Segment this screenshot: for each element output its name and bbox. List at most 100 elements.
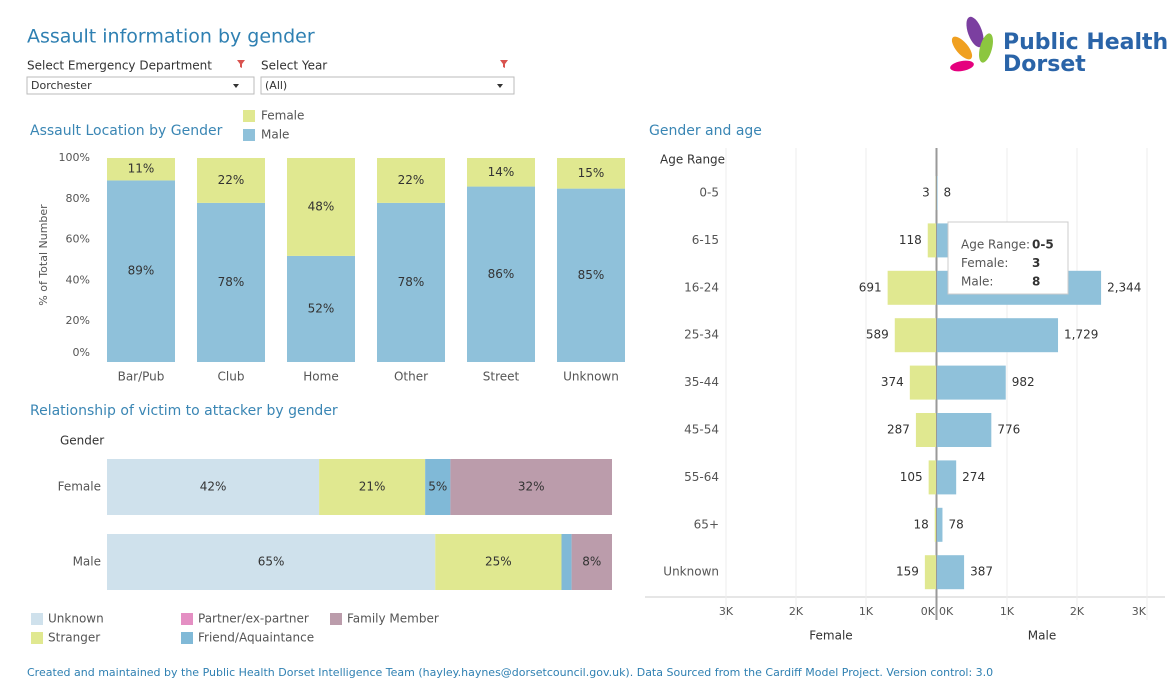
y-tick-label: 35-44 xyxy=(684,375,719,389)
y-axis-label: % of Total Number xyxy=(37,204,50,306)
bar-segment xyxy=(571,534,612,590)
legend-label: Unknown xyxy=(48,612,104,626)
bar xyxy=(915,413,936,447)
bar-segment xyxy=(561,534,572,590)
x-tick-label: 3K xyxy=(719,605,734,618)
axis-title: Age Range xyxy=(660,153,725,167)
filter-label: Select Emergency Department xyxy=(27,59,212,73)
logo-text: Dorset xyxy=(1003,52,1086,77)
y-tick-label: 80% xyxy=(66,192,90,205)
bar xyxy=(937,223,949,258)
value-label: 287 xyxy=(887,423,910,437)
bar-segment xyxy=(467,186,535,362)
bar-segment xyxy=(287,255,355,362)
value-label: 274 xyxy=(962,470,985,484)
dropdown[interactable] xyxy=(260,76,515,95)
chart-title: Assault Location by Gender xyxy=(30,123,223,139)
bar-segment xyxy=(287,158,355,256)
tooltip-value: 0-5 xyxy=(1032,238,1054,252)
x-tick-label: 2K xyxy=(789,605,804,618)
bar xyxy=(937,318,1059,353)
legend-swatch xyxy=(181,632,193,644)
x-tick-label: 0K xyxy=(939,605,954,618)
legend-label: Partner/ex-partner xyxy=(198,612,309,626)
legend-swatch xyxy=(243,129,255,141)
bar-segment xyxy=(467,158,535,187)
bar-segment xyxy=(319,459,426,515)
bar-segment xyxy=(557,158,625,189)
bar xyxy=(928,460,936,495)
value-label: 105 xyxy=(900,470,923,484)
value-label: 3 xyxy=(922,186,930,200)
x-tick-label: Street xyxy=(483,370,520,384)
value-label: 1,729 xyxy=(1064,328,1098,342)
axis-title: Female xyxy=(809,629,852,643)
value-label: 5% xyxy=(428,480,447,494)
logo xyxy=(950,16,993,72)
legend-label: Family Member xyxy=(347,612,439,626)
tooltip-label: Female: xyxy=(961,256,1008,270)
bar-segment xyxy=(435,534,562,590)
bar xyxy=(937,413,992,447)
value-label: 2,344 xyxy=(1107,280,1141,294)
value-label: 78% xyxy=(218,275,245,289)
value-label: 374 xyxy=(881,375,904,389)
value-label: 982 xyxy=(1012,375,1035,389)
bar-segment xyxy=(107,534,436,590)
value-label: 25% xyxy=(485,555,512,569)
value-label: 691 xyxy=(859,280,882,294)
y-tick-label: Female xyxy=(58,480,101,494)
bar xyxy=(894,318,936,353)
legend-label: Female xyxy=(261,109,304,123)
value-label: 14% xyxy=(488,165,515,179)
y-tick-label: 6-15 xyxy=(692,233,719,247)
value-label: 22% xyxy=(398,173,425,187)
axis-title: Gender xyxy=(60,434,104,448)
legend-swatch xyxy=(243,110,255,122)
bar xyxy=(909,365,936,400)
chart-title: Relationship of victim to attacker by ge… xyxy=(30,403,338,419)
y-tick-label: 65+ xyxy=(694,517,719,531)
dropdown-value: (All) xyxy=(265,79,287,92)
value-label: 18 xyxy=(913,517,928,531)
y-tick-label: 45-54 xyxy=(684,423,719,437)
axis-title: Male xyxy=(1028,629,1056,643)
bar xyxy=(924,555,936,590)
x-tick-label: Other xyxy=(394,370,428,384)
value-label: 159 xyxy=(896,565,919,579)
y-tick-label: Male xyxy=(73,555,101,569)
bar-segment xyxy=(107,180,175,362)
y-tick-label: 25-34 xyxy=(684,328,719,342)
bar xyxy=(937,460,957,495)
tooltip xyxy=(947,221,1069,295)
x-tick-label: Home xyxy=(303,370,338,384)
tooltip-label: Male: xyxy=(961,275,993,289)
bar xyxy=(927,223,936,258)
tooltip-value: 8 xyxy=(1032,275,1040,289)
value-label: 78 xyxy=(948,517,963,531)
bar xyxy=(887,270,936,305)
legend-label: Friend/Aquaintance xyxy=(198,631,314,645)
bar xyxy=(937,555,965,590)
dropdown[interactable] xyxy=(26,76,255,95)
value-label: 89% xyxy=(128,264,155,278)
legend-swatch xyxy=(181,613,193,625)
bar-segment xyxy=(425,459,451,515)
bar-segment xyxy=(107,459,320,515)
y-tick-label: 0-5 xyxy=(699,186,719,200)
y-tick-label: 0% xyxy=(73,346,90,359)
value-label: 22% xyxy=(218,173,245,187)
value-label: 21% xyxy=(359,480,386,494)
legend-swatch xyxy=(31,613,43,625)
value-label: 86% xyxy=(488,267,515,281)
footer: Created and maintained by the Public Hea… xyxy=(27,666,993,679)
value-label: 15% xyxy=(578,166,605,180)
y-tick-label: 40% xyxy=(66,273,90,286)
y-tick-label: 16-24 xyxy=(684,280,719,294)
value-label: 776 xyxy=(997,423,1020,437)
y-tick-label: 20% xyxy=(66,314,90,327)
bar xyxy=(937,176,938,210)
bar-segment xyxy=(107,158,175,181)
x-tick-label: 1K xyxy=(1000,605,1015,618)
